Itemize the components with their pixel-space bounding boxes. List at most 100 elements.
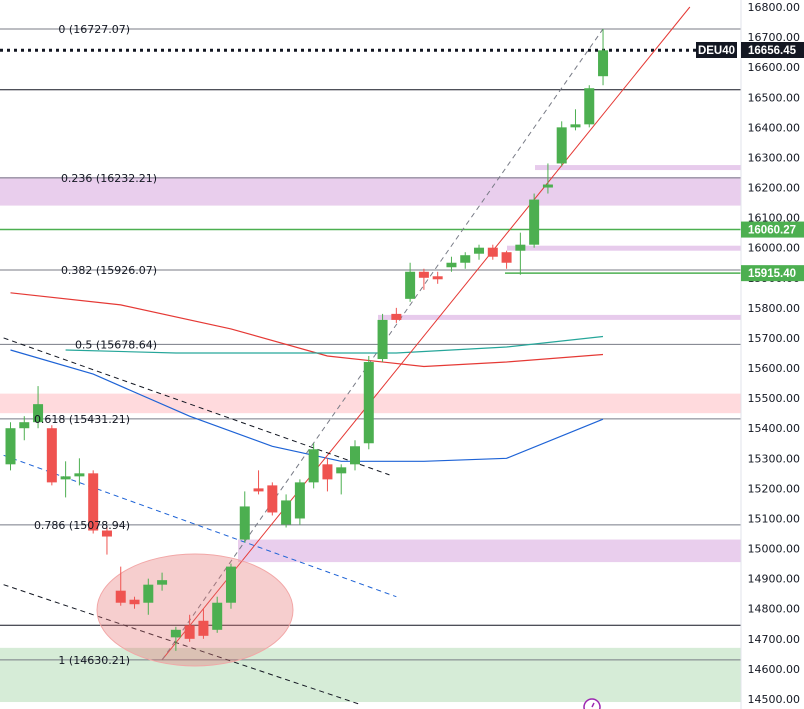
fib-label-6: 1 (14630.21): [58, 654, 130, 667]
fib-label-0: 0 (16727.07): [58, 23, 130, 36]
candle-body[interactable]: [584, 88, 595, 125]
symbol-tag: DEU40: [696, 42, 737, 58]
candle-body[interactable]: [405, 271, 416, 299]
y-tick-label: 16700.00: [748, 31, 801, 44]
y-tick-label: 15300.00: [748, 452, 801, 465]
price-tags-layer: 16060.27 15915.40: [741, 221, 804, 282]
trend-line-1: [161, 28, 604, 661]
candle-body[interactable]: [350, 446, 360, 465]
moving-average-1: [65, 335, 604, 354]
y-tick-label: 15800.00: [748, 302, 801, 315]
candle-body[interactable]: [363, 362, 374, 444]
moving-average-0: [10, 292, 604, 368]
alert-clock-circle: [583, 698, 601, 709]
y-tick-label: 14500.00: [748, 693, 801, 706]
candle-body[interactable]: [101, 530, 112, 537]
candle-body[interactable]: [170, 629, 181, 638]
candle-body[interactable]: [515, 244, 526, 251]
candle-body[interactable]: [253, 488, 264, 492]
zone-0: [0, 176, 741, 206]
y-tick-label: 15100.00: [748, 512, 801, 525]
moving-average-2: [10, 349, 604, 462]
candle-body[interactable]: [129, 599, 140, 605]
candle-body[interactable]: [74, 473, 85, 477]
y-tick-label: 14600.00: [748, 663, 801, 676]
zone-bar-1: [507, 245, 741, 251]
alert-clock-hand: [591, 702, 595, 708]
candle-body[interactable]: [294, 482, 305, 519]
candle-body[interactable]: [570, 124, 581, 128]
y-tick-label: 14700.00: [748, 633, 801, 646]
candle-body[interactable]: [281, 500, 292, 525]
price-axis: [741, 0, 804, 709]
candle-body[interactable]: [542, 184, 553, 188]
y-tick-label: 16000.00: [748, 242, 801, 255]
candle-body[interactable]: [501, 252, 512, 263]
candle-body[interactable]: [212, 602, 223, 630]
y-tick-label: 16800.00: [748, 1, 801, 14]
fib-labels-layer: 0 (16727.07) 0.236 (16232.21) 0.382 (15926…: [34, 23, 157, 667]
price-tag-label-0: 16060.27: [748, 225, 796, 237]
price-tag-label-1: 15915.40: [748, 268, 796, 280]
candle-body[interactable]: [184, 625, 195, 639]
y-tick-label: 16400.00: [748, 121, 801, 134]
moving-averages-layer: [10, 292, 604, 462]
alert-clock-icon[interactable]: [583, 698, 601, 709]
fib-label-4: 0.618 (15431.21): [34, 413, 130, 426]
y-tick-label: 15700.00: [748, 332, 801, 345]
candle-body[interactable]: [157, 580, 168, 585]
candle-body[interactable]: [432, 276, 443, 280]
candle-body[interactable]: [46, 428, 57, 483]
y-tick-label: 14900.00: [748, 573, 801, 586]
y-tick-label: 15000.00: [748, 543, 801, 556]
candle-body[interactable]: [336, 467, 347, 474]
candle-body[interactable]: [322, 464, 333, 480]
candle-body[interactable]: [33, 404, 44, 423]
price-tag-bg-0: [741, 221, 804, 238]
candle-body[interactable]: [308, 449, 319, 483]
zone-bar-0: [535, 165, 741, 171]
trend-lines-layer: [3, 6, 691, 706]
candle-body[interactable]: [60, 476, 71, 480]
candle-body[interactable]: [88, 473, 99, 531]
candle-body[interactable]: [377, 319, 388, 360]
candles-layer[interactable]: [5, 28, 609, 651]
candle-body[interactable]: [143, 584, 154, 603]
symbol-label: DEU40: [698, 45, 735, 57]
candle-body[interactable]: [460, 255, 471, 263]
y-tick-label: 16100.00: [748, 212, 801, 225]
candle-body[interactable]: [391, 313, 402, 320]
zone-2: [238, 539, 741, 563]
trend-line-4: [3, 454, 397, 598]
y-tick-label: 15200.00: [748, 482, 801, 495]
y-tick-label: 16600.00: [748, 61, 801, 74]
candle-body[interactable]: [598, 50, 609, 77]
candle-body[interactable]: [115, 590, 126, 603]
fib-label-5: 0.786 (15078.94): [34, 519, 130, 532]
y-tick-label: 16200.00: [748, 182, 801, 195]
highlight-ellipse: [96, 553, 294, 667]
fib-label-1: 0.236 (16232.21): [61, 172, 157, 185]
candle-body[interactable]: [239, 506, 250, 540]
candle-body[interactable]: [446, 262, 457, 268]
candle-body[interactable]: [529, 199, 540, 245]
candle-body[interactable]: [225, 566, 236, 603]
candle-body[interactable]: [19, 422, 30, 429]
candle-body[interactable]: [556, 127, 567, 164]
candle-body[interactable]: [474, 247, 485, 254]
candle-body[interactable]: [5, 428, 16, 465]
last-price-tag-bg: [741, 42, 804, 58]
candle-body[interactable]: [267, 485, 278, 513]
trend-line-0: [161, 6, 691, 661]
fib-label-2: 0.382 (15926.07): [61, 264, 157, 277]
symbol-tag-bg: [696, 42, 737, 58]
y-tick-label: 16500.00: [748, 91, 801, 104]
levels-layer: [0, 28, 741, 661]
price-tag-bg-1: [741, 265, 804, 282]
candle-body[interactable]: [418, 271, 429, 278]
candle-body[interactable]: [198, 620, 209, 636]
y-tick-label: 15600.00: [748, 362, 801, 375]
zone-bar-2: [378, 314, 741, 320]
candle-body[interactable]: [487, 247, 498, 257]
